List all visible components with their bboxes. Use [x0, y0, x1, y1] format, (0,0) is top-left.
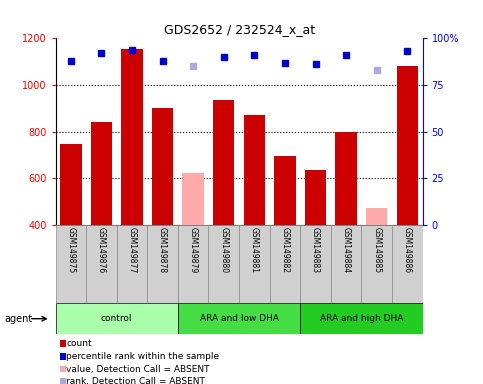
Text: GSM149886: GSM149886 [403, 227, 412, 273]
Bar [300, 303, 423, 334]
Bar [121, 49, 143, 225]
Text: value, Detection Call = ABSENT: value, Detection Call = ABSENT [67, 364, 210, 374]
FancyBboxPatch shape [239, 225, 270, 303]
FancyBboxPatch shape [209, 225, 239, 303]
Bar [305, 170, 327, 225]
Text: GSM149884: GSM149884 [341, 227, 351, 273]
Bar [366, 209, 387, 225]
Text: ARA and low DHA: ARA and low DHA [199, 314, 279, 323]
Bar [397, 66, 418, 225]
Text: GSM149882: GSM149882 [281, 227, 289, 273]
Bar [244, 115, 265, 225]
Title: GDS2652 / 232524_x_at: GDS2652 / 232524_x_at [164, 23, 314, 36]
Text: GSM149885: GSM149885 [372, 227, 381, 273]
Text: GSM149879: GSM149879 [189, 227, 198, 273]
Bar [274, 156, 296, 225]
Text: control: control [101, 314, 132, 323]
FancyBboxPatch shape [300, 225, 331, 303]
Text: GSM149880: GSM149880 [219, 227, 228, 273]
Text: GSM149881: GSM149881 [250, 227, 259, 273]
Text: GSM149878: GSM149878 [158, 227, 167, 273]
Bar [335, 131, 357, 225]
Text: GSM149876: GSM149876 [97, 227, 106, 273]
FancyBboxPatch shape [147, 225, 178, 303]
Bar [152, 108, 173, 225]
Text: GSM149877: GSM149877 [128, 227, 137, 273]
FancyBboxPatch shape [86, 225, 117, 303]
FancyBboxPatch shape [270, 225, 300, 303]
Text: agent: agent [5, 314, 33, 324]
FancyBboxPatch shape [392, 225, 423, 303]
FancyBboxPatch shape [178, 225, 209, 303]
Text: GSM149883: GSM149883 [311, 227, 320, 273]
Text: rank, Detection Call = ABSENT: rank, Detection Call = ABSENT [67, 377, 205, 384]
FancyBboxPatch shape [361, 225, 392, 303]
FancyBboxPatch shape [117, 225, 147, 303]
Bar [91, 122, 112, 225]
Text: count: count [67, 339, 92, 348]
Text: percentile rank within the sample: percentile rank within the sample [67, 352, 220, 361]
FancyBboxPatch shape [56, 225, 86, 303]
FancyBboxPatch shape [331, 225, 361, 303]
Bar [183, 173, 204, 225]
Bar [178, 303, 300, 334]
Bar [56, 303, 178, 334]
Bar [213, 100, 235, 225]
Bar [60, 144, 82, 225]
Text: ARA and high DHA: ARA and high DHA [320, 314, 403, 323]
Text: GSM149875: GSM149875 [66, 227, 75, 273]
